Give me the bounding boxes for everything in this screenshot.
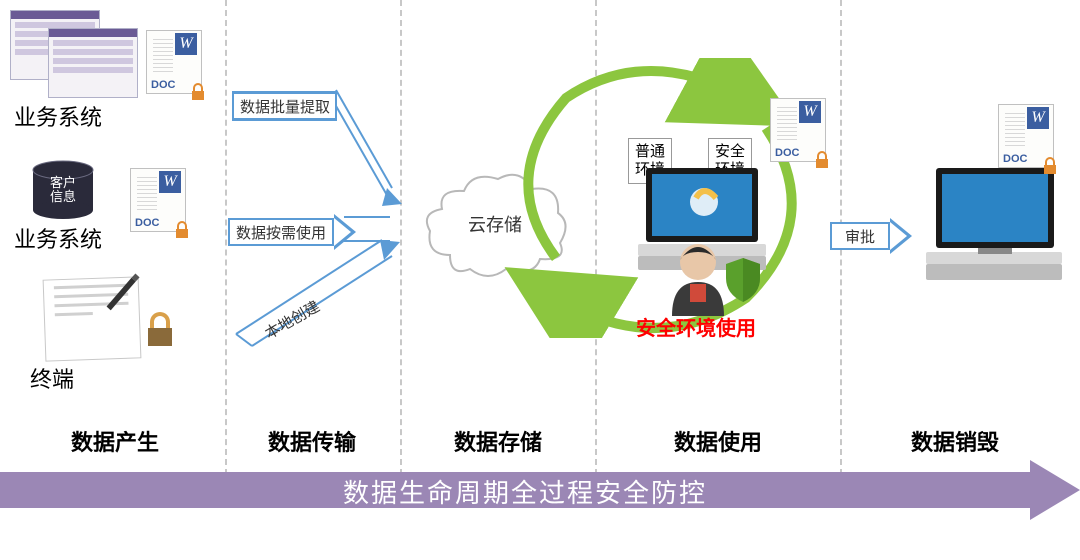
source-1-label: 业务系统 xyxy=(14,100,102,132)
shield-icon xyxy=(722,256,764,309)
database-icon: 客户信息 xyxy=(30,160,96,220)
stage-label-3: 数据存储 xyxy=(398,425,598,457)
monitor-destroy-icon xyxy=(918,162,1068,295)
lock-icon xyxy=(812,150,832,170)
lock-icon xyxy=(172,220,192,240)
lifecycle-banner-text: 数据生命周期全过程安全防控 xyxy=(0,473,1050,510)
divider-1 xyxy=(225,0,227,475)
stage-label-4: 数据使用 xyxy=(618,425,818,457)
lock-icon xyxy=(1040,156,1060,176)
stage-label-5: 数据销毁 xyxy=(855,425,1055,457)
form-icon xyxy=(43,276,142,361)
source-2-label: 业务系统 xyxy=(14,222,102,254)
arrow-label: 审批 xyxy=(845,226,875,247)
app-window-icon xyxy=(48,28,138,98)
arrow-approval: 审批 xyxy=(830,218,912,254)
source-3-label: 终端 xyxy=(30,362,74,394)
lock-icon xyxy=(140,310,180,350)
lock-icon xyxy=(188,82,208,102)
usage-label: 安全环境使用 xyxy=(636,312,756,341)
stage-label-1: 数据产生 xyxy=(15,425,215,457)
stage-label-2: 数据传输 xyxy=(212,425,412,457)
arrow-local-line xyxy=(232,238,412,358)
database-label: 客户信息 xyxy=(30,176,96,205)
